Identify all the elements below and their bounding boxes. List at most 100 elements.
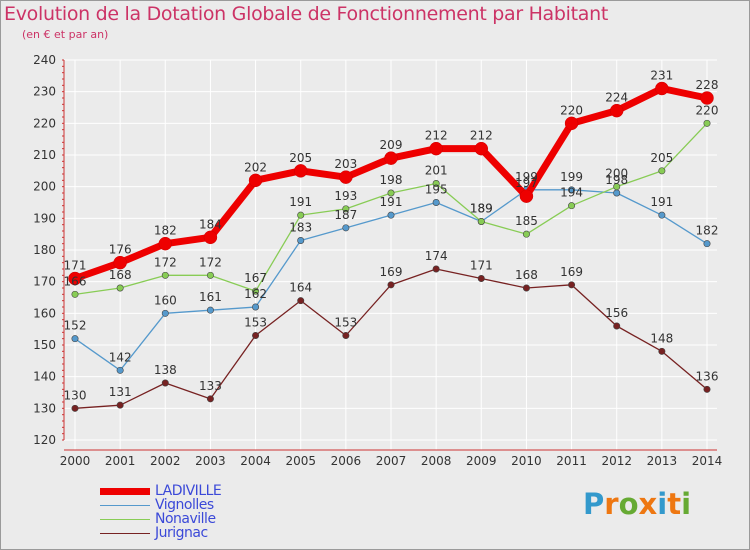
data-point-vignolles [206, 306, 214, 314]
y-tick-label: 210 [33, 148, 56, 162]
data-point-vignolles [387, 211, 395, 219]
data-point-nonaville [116, 284, 124, 292]
data-point-nonaville [658, 167, 666, 175]
data-label-nonaville: 166 [64, 274, 87, 288]
data-point-jurignac [613, 322, 621, 330]
data-label-vignolles: 191 [650, 195, 673, 209]
x-tick-label: 2002 [150, 454, 181, 468]
data-label-jurignac: 164 [289, 281, 312, 295]
data-point-ladiville [384, 151, 398, 165]
logo-letter: x [638, 487, 658, 521]
data-point-jurignac [252, 331, 260, 339]
data-point-nonaville [297, 211, 305, 219]
data-point-vignolles [252, 303, 260, 311]
data-point-nonaville [432, 180, 440, 188]
data-point-ladiville [700, 91, 714, 105]
data-point-vignolles [71, 335, 79, 343]
data-label-ladiville: 202 [244, 160, 267, 174]
data-label-nonaville: 205 [650, 151, 673, 165]
data-label-vignolles: 195 [425, 183, 448, 197]
data-label-ladiville: 205 [289, 151, 312, 165]
legend-swatch-nonaville [100, 519, 150, 520]
data-point-vignolles [116, 366, 124, 374]
data-point-jurignac [432, 265, 440, 273]
data-label-jurignac: 133 [199, 379, 222, 393]
data-label-vignolles: 189 [470, 202, 493, 216]
data-point-jurignac [387, 281, 395, 289]
data-point-vignolles [342, 224, 350, 232]
data-point-ladiville [609, 103, 624, 118]
y-tick-label: 200 [33, 180, 56, 194]
data-point-vignolles [703, 240, 711, 248]
data-label-ladiville: 203 [334, 157, 357, 171]
data-point-ladiville [68, 271, 82, 286]
data-label-jurignac: 148 [650, 331, 673, 345]
data-label-nonaville: 194 [560, 186, 583, 200]
data-point-ladiville [655, 81, 669, 96]
legend-swatch-ladiville [100, 488, 150, 495]
y-tick-label: 220 [33, 116, 56, 130]
data-label-jurignac: 169 [560, 265, 583, 279]
data-point-ladiville [519, 189, 534, 203]
data-label-jurignac: 138 [154, 363, 177, 377]
logo-letter: i [681, 487, 692, 521]
data-label-vignolles: 161 [199, 290, 222, 304]
data-label-jurignac: 131 [109, 385, 132, 399]
legend-label-jurignac: Jurignac [155, 525, 208, 541]
data-label-nonaville: 167 [244, 271, 267, 285]
data-label-ladiville: 197 [515, 176, 538, 190]
data-point-vignolles [161, 309, 169, 317]
data-label-nonaville: 198 [380, 173, 403, 187]
x-tick-label: 2008 [421, 454, 452, 468]
y-tick-label: 180 [33, 243, 56, 257]
data-label-nonaville: 185 [515, 214, 538, 228]
data-point-jurignac [206, 395, 214, 403]
x-tick-label: 2003 [195, 454, 226, 468]
y-tick-label: 120 [33, 433, 56, 447]
data-label-nonaville: 193 [334, 189, 357, 203]
data-label-jurignac: 171 [470, 259, 493, 273]
data-point-vignolles [297, 237, 305, 245]
x-tick-label: 2001 [105, 454, 136, 468]
data-label-jurignac: 156 [605, 306, 628, 320]
data-label-nonaville: 220 [696, 103, 719, 117]
data-label-jurignac: 136 [696, 369, 719, 383]
y-tick-label: 130 [33, 401, 56, 415]
data-point-vignolles [432, 199, 440, 207]
data-label-vignolles: 198 [605, 173, 628, 187]
data-point-nonaville [703, 119, 711, 127]
data-point-ladiville [293, 164, 308, 178]
data-point-vignolles [658, 211, 666, 219]
data-label-nonaville: 191 [289, 195, 312, 209]
data-point-nonaville [161, 271, 169, 279]
data-label-vignolles: 182 [696, 224, 719, 238]
logo-letter: o [618, 487, 639, 521]
y-tick-label: 190 [33, 211, 56, 225]
legend-label-vignolles: Vignolles [155, 497, 214, 513]
x-tick-label: 2010 [511, 454, 542, 468]
data-label-ladiville: 220 [560, 103, 583, 117]
logo-letter: t [667, 487, 682, 521]
legend-label-nonaville: Nonaville [155, 511, 216, 527]
data-point-nonaville [342, 205, 350, 213]
data-point-jurignac [116, 401, 124, 409]
data-point-jurignac [568, 281, 576, 289]
data-point-ladiville [339, 170, 353, 184]
data-label-nonaville: 172 [154, 255, 177, 269]
y-tick-label: 160 [33, 306, 56, 320]
y-tick-label: 240 [33, 53, 56, 67]
data-point-nonaville [522, 230, 530, 238]
data-point-nonaville [613, 183, 621, 191]
data-label-ladiville: 176 [109, 243, 132, 257]
data-label-vignolles: 162 [244, 287, 267, 301]
data-point-jurignac [703, 385, 711, 393]
y-tick-label: 170 [33, 275, 56, 289]
legend-label-ladiville: LADIVILLE [155, 483, 222, 499]
data-label-jurignac: 153 [334, 316, 357, 330]
data-point-ladiville [113, 255, 127, 270]
data-label-vignolles: 160 [154, 293, 177, 307]
data-label-vignolles: 183 [289, 221, 312, 235]
data-point-jurignac [161, 379, 169, 387]
data-label-vignolles: 152 [64, 319, 87, 333]
x-tick-label: 2007 [376, 454, 407, 468]
